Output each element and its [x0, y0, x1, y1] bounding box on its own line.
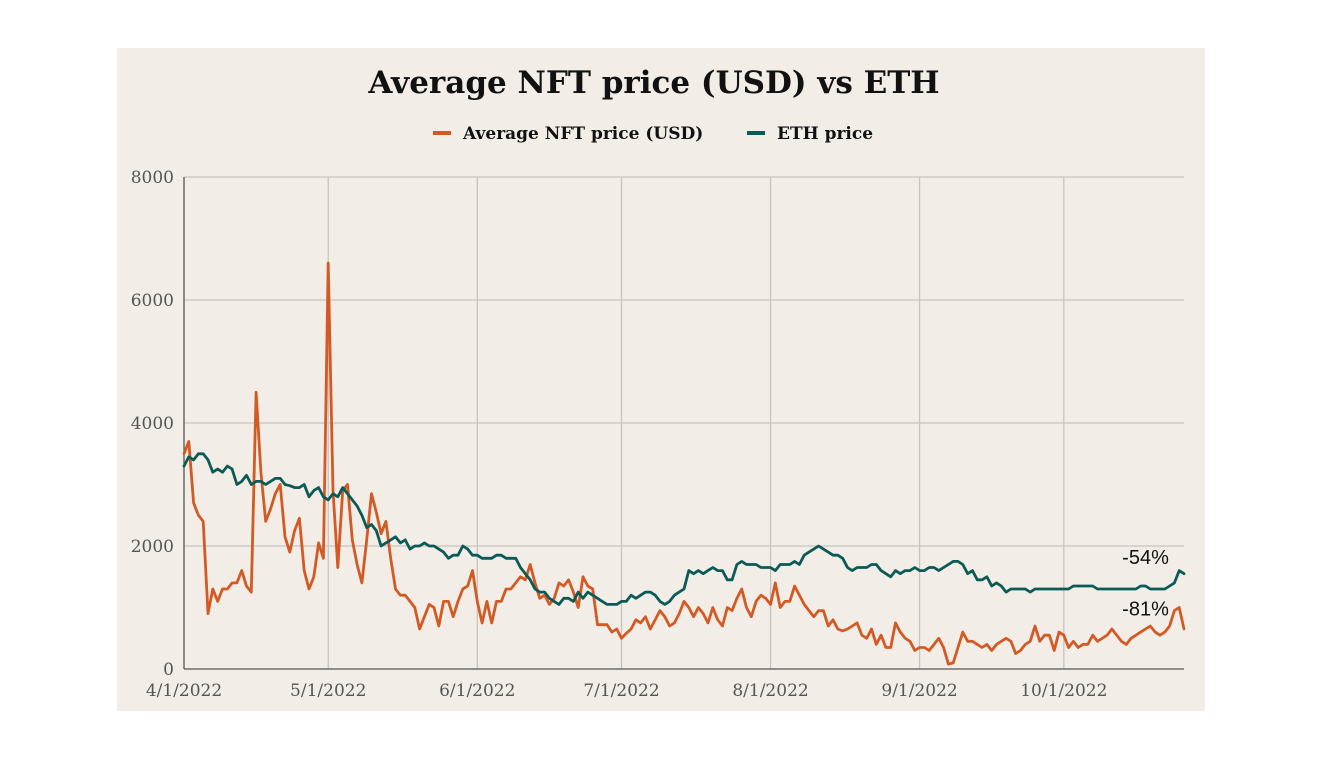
nft-price-line [182, 261, 1186, 666]
x-tick-label: 8/1/2022 [732, 681, 808, 701]
x-tick-label: 9/1/2022 [881, 681, 957, 701]
annotation-label: -81% [1122, 598, 1169, 620]
chart-panel: Average NFT price (USD) vs ETH Average N… [117, 48, 1205, 711]
x-tick-label: 6/1/2022 [439, 681, 515, 701]
legend: Average NFT price (USD) ETH price [433, 124, 873, 144]
y-tick-label: 4000 [131, 414, 174, 434]
legend-label: ETH price [777, 124, 873, 144]
x-tick-label: 10/1/2022 [1020, 681, 1107, 701]
y-tick-label: 8000 [131, 168, 174, 188]
grid-lines [183, 176, 1184, 670]
chart-svg: Average NFT price (USD) vs ETH Average N… [131, 65, 1186, 701]
y-tick-label: 6000 [131, 291, 174, 311]
x-axis-ticks: 4/1/2022 5/1/2022 6/1/2022 7/1/2022 8/1/2022… [146, 681, 1108, 701]
annotations: -54% -81% [1122, 547, 1169, 621]
annotation-label: -54% [1122, 547, 1169, 569]
eth-price-line [182, 452, 1186, 606]
x-tick-label: 4/1/2022 [146, 681, 222, 701]
x-tick-label: 5/1/2022 [290, 681, 366, 701]
y-axis-ticks: 0 2000 4000 6000 8000 [131, 168, 174, 680]
series-lines [182, 261, 1186, 666]
y-tick-label: 2000 [131, 537, 174, 557]
chart-title: Average NFT price (USD) vs ETH [367, 65, 939, 101]
y-tick-label: 0 [163, 660, 174, 680]
legend-label: Average NFT price (USD) [462, 124, 703, 144]
x-tick-label: 7/1/2022 [583, 681, 659, 701]
